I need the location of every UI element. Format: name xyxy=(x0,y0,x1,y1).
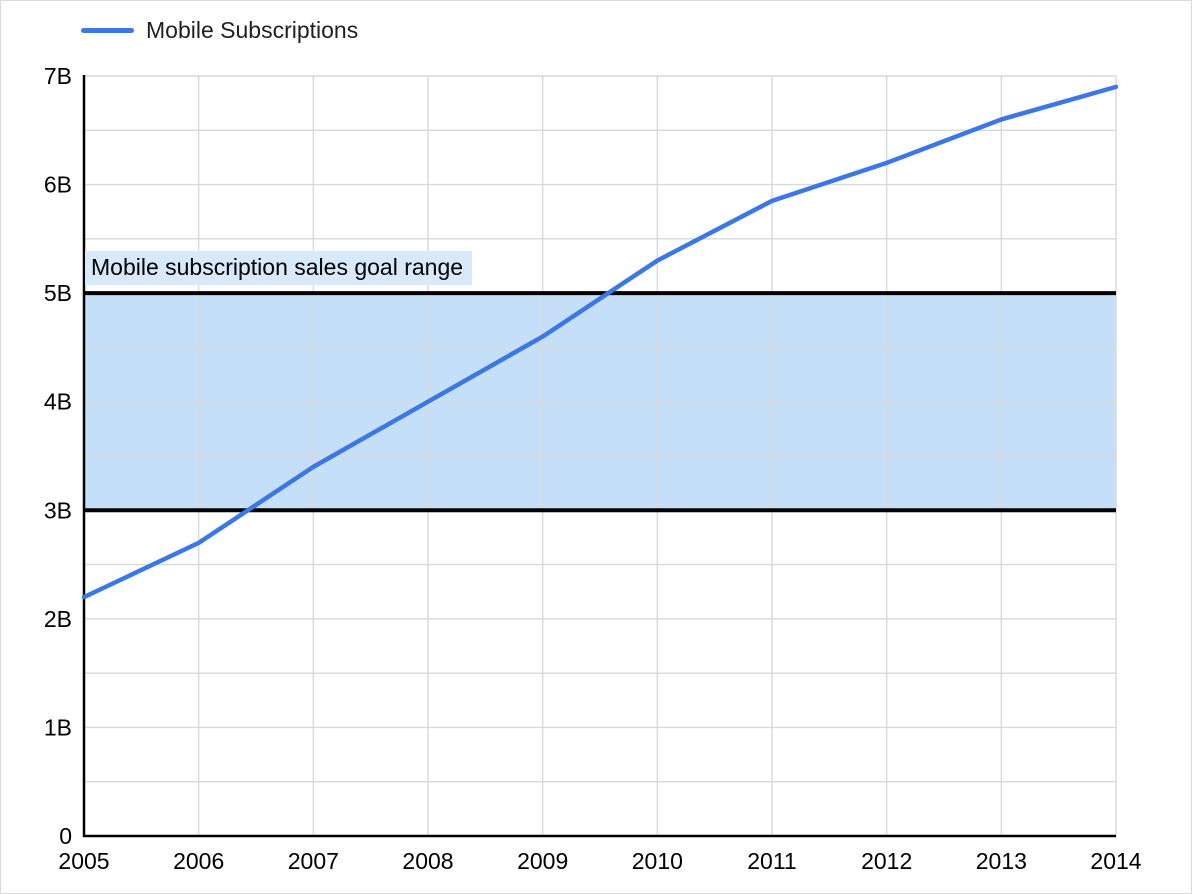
y-axis-tick-label: 6B xyxy=(44,172,72,198)
series-line-mobile-subscriptions xyxy=(81,84,1119,600)
legend-line-swatch xyxy=(81,28,134,33)
legend-label: Mobile Subscriptions xyxy=(146,17,359,43)
legend: Mobile Subscriptions xyxy=(81,17,358,44)
y-axis-tick-label: 5B xyxy=(44,280,72,306)
x-axis-tick-label: 2011 xyxy=(747,848,796,874)
y-axis-tick-label: 1B xyxy=(44,714,72,740)
y-axis-tick-label: 3B xyxy=(44,497,72,523)
y-axis-tick-label: 4B xyxy=(44,389,72,415)
y-axis-tick-label: 0 xyxy=(59,823,72,849)
y-axis-tick-label: 7B xyxy=(44,63,72,89)
x-axis-tick-label: 2008 xyxy=(402,848,453,874)
x-axis-tick-label: 2012 xyxy=(861,848,912,874)
x-axis-tick-label: 2014 xyxy=(1090,848,1141,874)
y-axis-tick-label: 2B xyxy=(44,606,72,632)
x-axis-tick-label: 2010 xyxy=(632,848,683,874)
x-axis-tick-label: 2005 xyxy=(58,848,109,874)
goal-range-annotation: Mobile subscription sales goal range xyxy=(85,251,473,285)
x-axis-tick-label: 2006 xyxy=(173,848,224,874)
x-axis-tick-label: 2013 xyxy=(976,848,1027,874)
x-axis-tick-label: 2009 xyxy=(517,848,568,874)
x-axis-tick-label: 2007 xyxy=(288,848,339,874)
